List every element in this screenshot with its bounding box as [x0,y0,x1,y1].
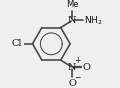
Text: +: + [74,56,80,65]
Text: O: O [68,79,76,88]
Text: Cl: Cl [12,39,22,48]
Text: N: N [68,63,76,72]
Text: NH$_2$: NH$_2$ [84,14,102,27]
Text: −: − [74,73,80,82]
Text: Me: Me [66,0,78,9]
Text: N: N [68,16,76,25]
Text: O: O [82,63,90,72]
